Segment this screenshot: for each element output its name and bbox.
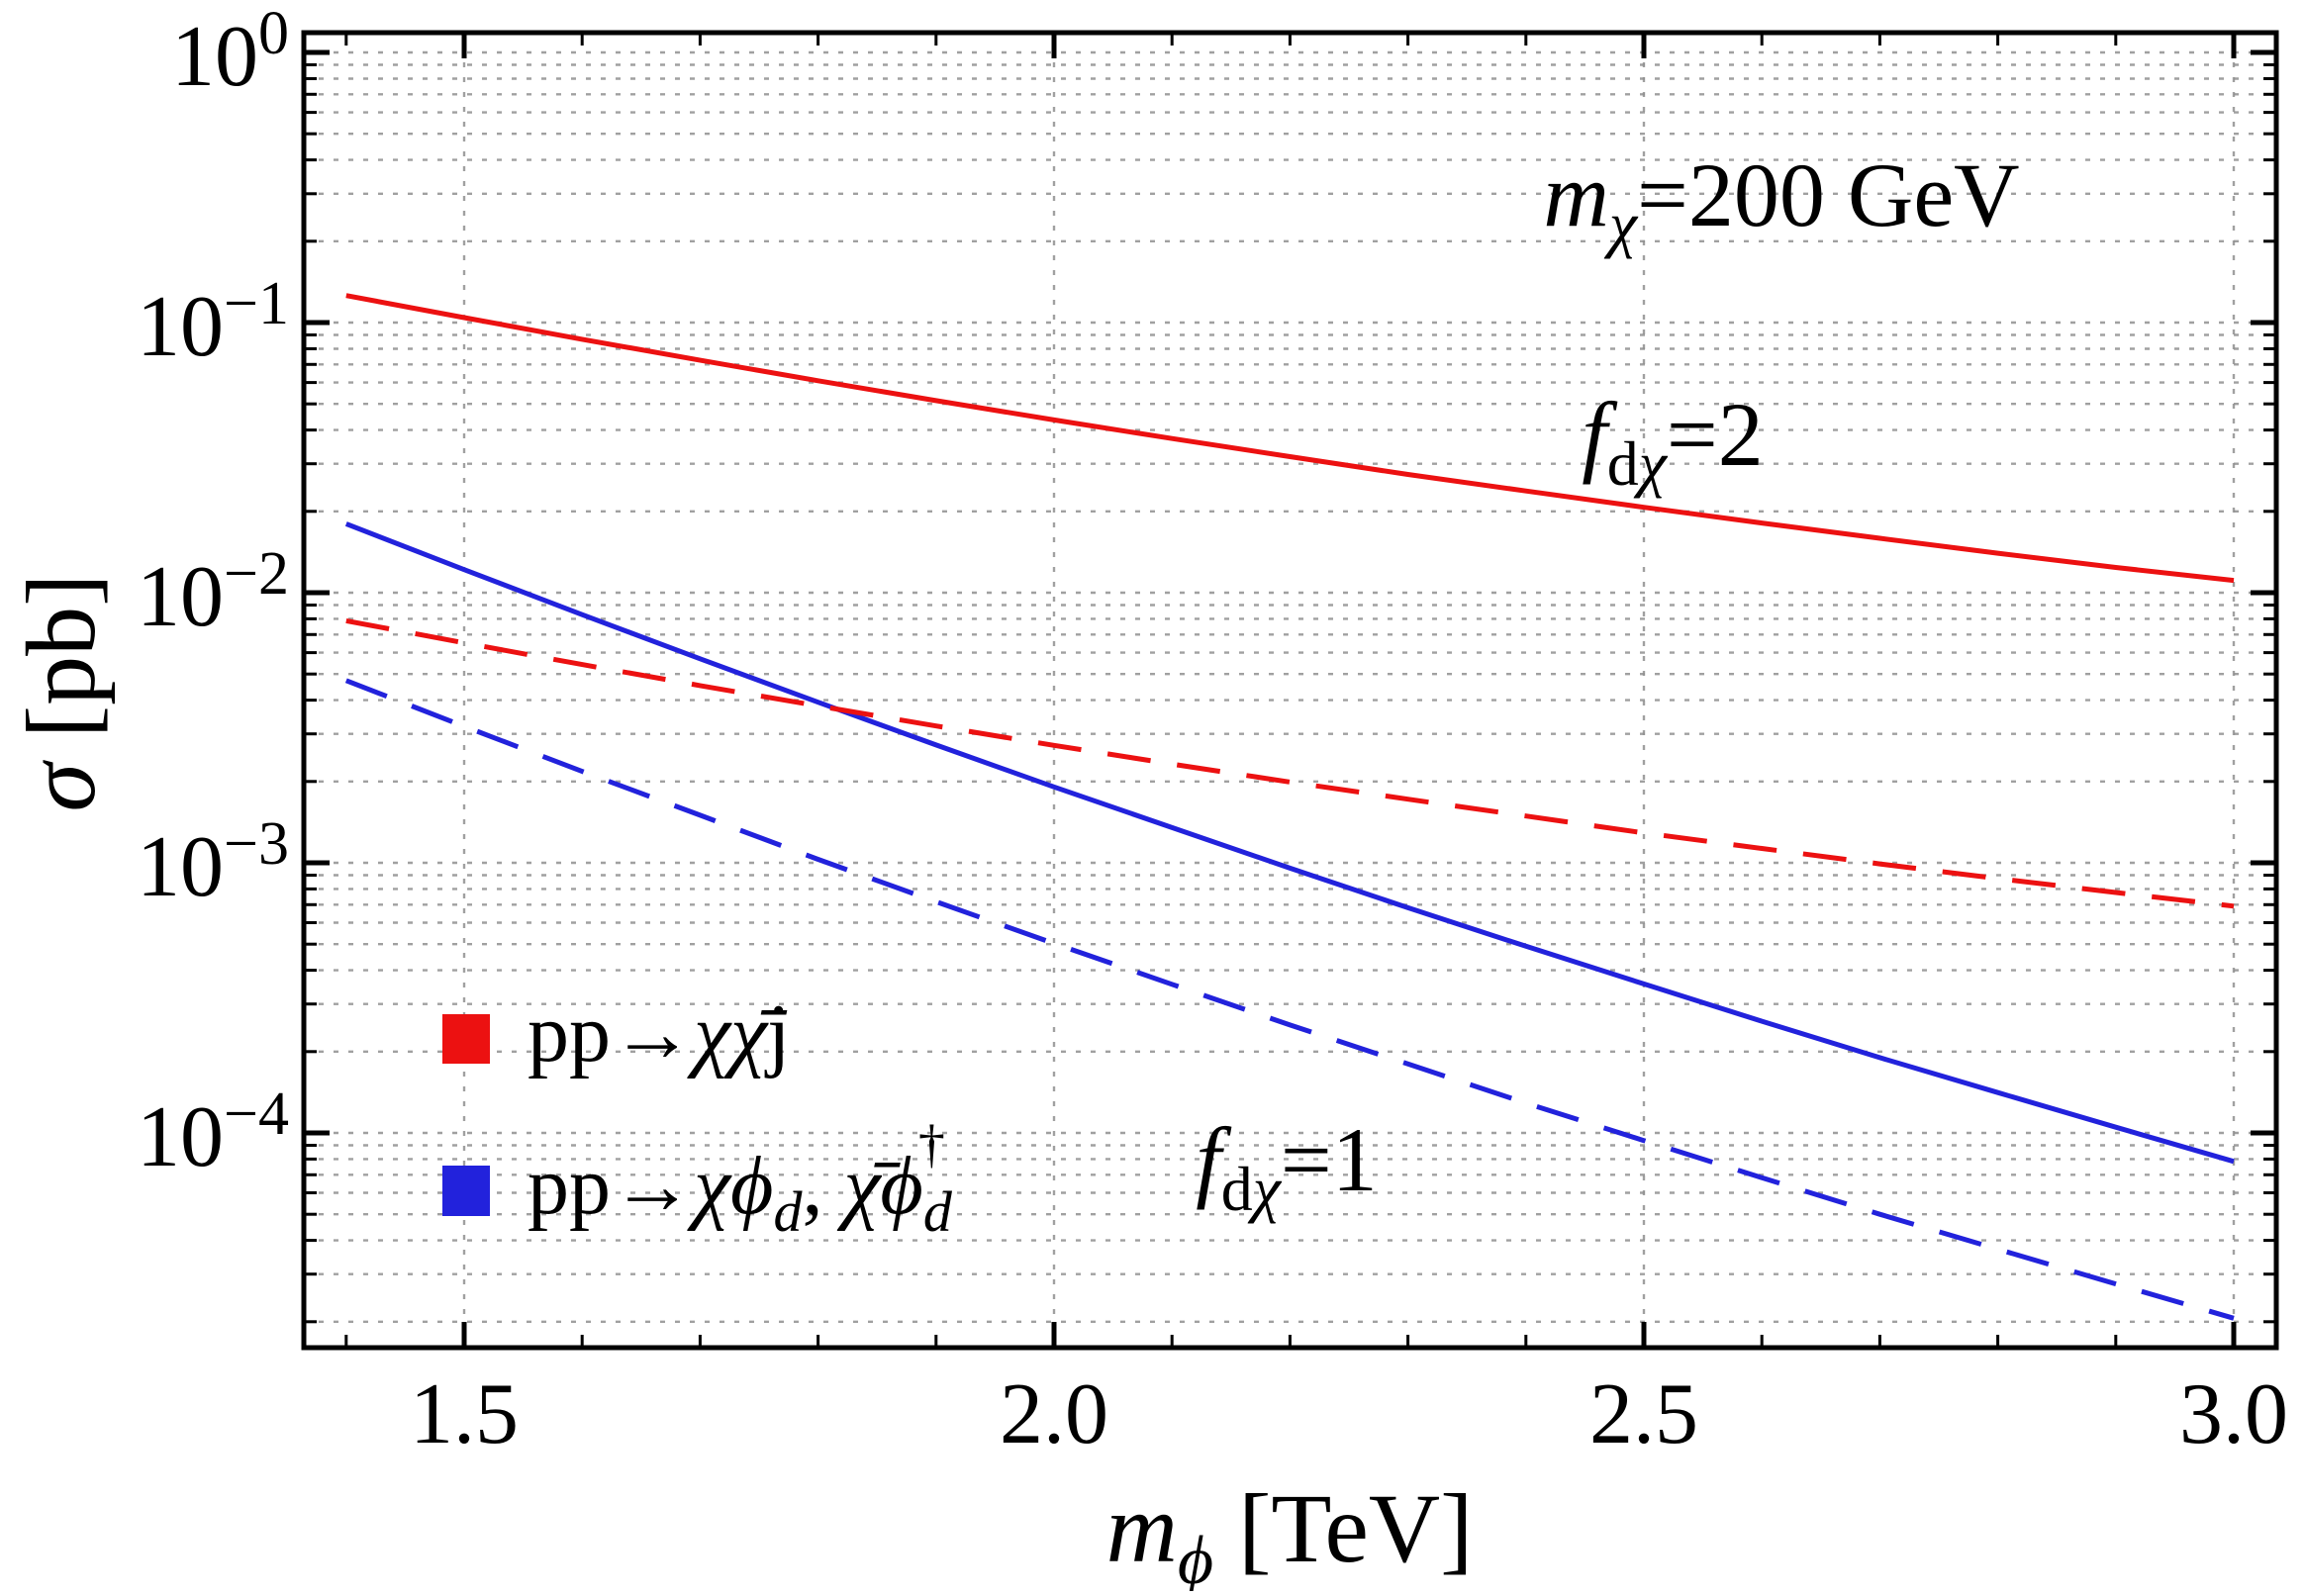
x-tick-label-1.5: 1.5 — [410, 1366, 519, 1462]
y-tick-label-1e-1: 10−1 — [137, 270, 289, 375]
blue-solid-curve-fd2 — [344, 521, 2235, 1165]
y-tick-label-1e-2: 10−2 — [137, 540, 289, 645]
y-axis-title: σ [pb] — [6, 574, 116, 812]
legend-swatch-red — [442, 1014, 490, 1064]
legend-swatch-blue — [442, 1166, 490, 1216]
plot-frame — [301, 30, 2279, 1351]
blue-dashed-curve-fd1 — [344, 678, 2235, 1321]
red-solid-curve-fd2 — [345, 293, 2235, 584]
legend-label-chichibar-j: pp→χχ̄j — [528, 987, 790, 1080]
y-tick-label-1e-4: 10−4 — [137, 1080, 289, 1185]
y-tick-label-1e-3: 10−3 — [137, 810, 289, 915]
legend-label-chi-phid: pp→χϕd, χ̄ϕd† — [528, 1114, 953, 1244]
annotation-coupling-fd2: fdχ=2 — [1582, 384, 1764, 499]
gridlines — [304, 33, 2276, 1348]
annotation-coupling-fd1: fdχ=1 — [1196, 1109, 1378, 1224]
x-tick-label-3.0: 3.0 — [2179, 1366, 2288, 1462]
x-tick-label-2.0: 2.0 — [1000, 1366, 1108, 1462]
legend: pp→χχ̄j pp→χϕd, χ̄ϕd† — [442, 987, 953, 1244]
x-tick-label-2.5: 2.5 — [1589, 1366, 1698, 1462]
y-tick-label-1e0: 100 — [171, 0, 289, 105]
red-dashed-curve-fd1 — [345, 617, 2235, 909]
curves — [344, 293, 2235, 1321]
annotation-mass: mχ=200 GeV — [1543, 144, 2019, 259]
x-axis-title: mϕ [TeV] — [1106, 1473, 1474, 1591]
